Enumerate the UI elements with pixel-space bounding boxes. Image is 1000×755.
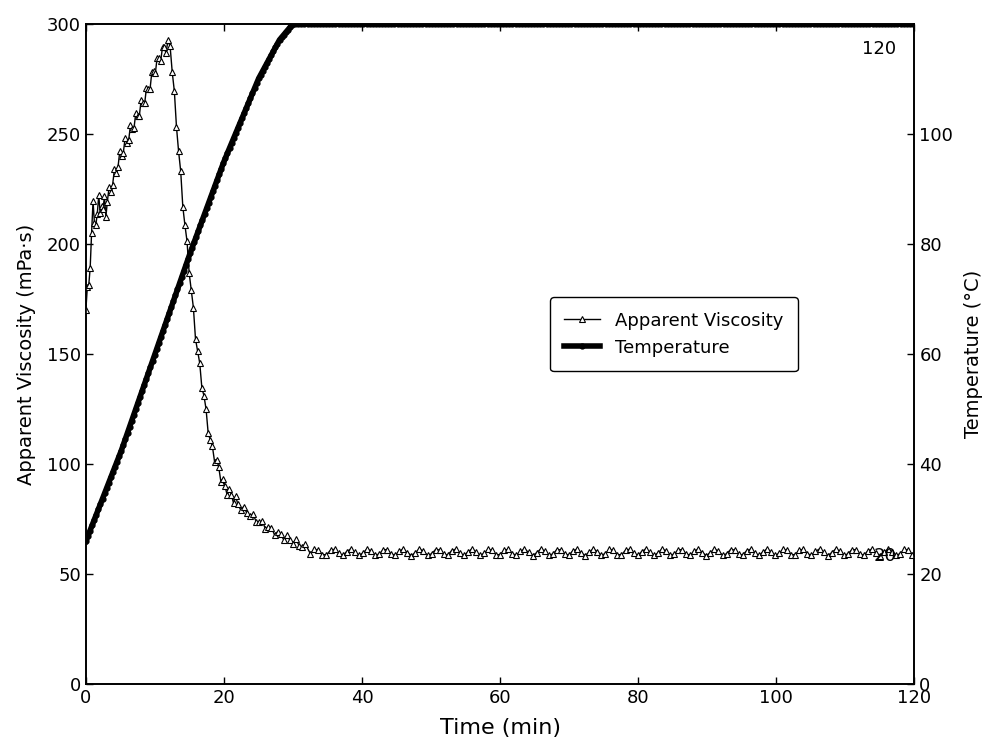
Temperature xyxy=(907,19,919,28)
Apparent Viscosity xyxy=(547,550,559,559)
Temperature xyxy=(82,532,94,541)
Apparent Viscosity xyxy=(162,35,174,45)
Apparent Viscosity xyxy=(551,545,563,554)
Temperature xyxy=(534,19,546,28)
Temperature xyxy=(289,19,301,28)
Apparent Viscosity xyxy=(405,551,417,560)
Apparent Viscosity xyxy=(241,509,253,518)
Temperature xyxy=(764,19,776,28)
Apparent Viscosity xyxy=(906,550,918,559)
Line: Temperature: Temperature xyxy=(83,21,915,544)
Legend: Apparent Viscosity, Temperature: Apparent Viscosity, Temperature xyxy=(550,297,798,371)
Y-axis label: Apparent Viscosity (mPa·s): Apparent Viscosity (mPa·s) xyxy=(17,223,36,485)
Text: 20: 20 xyxy=(874,547,896,565)
Temperature xyxy=(550,19,562,28)
Y-axis label: Temperature (°C): Temperature (°C) xyxy=(964,270,983,438)
Temperature xyxy=(823,19,835,28)
Temperature xyxy=(80,537,92,546)
Text: 120: 120 xyxy=(862,40,896,58)
Apparent Viscosity xyxy=(494,550,506,559)
Apparent Viscosity xyxy=(80,306,92,315)
X-axis label: Time (min): Time (min) xyxy=(440,718,561,738)
Temperature xyxy=(531,19,543,28)
Apparent Viscosity xyxy=(712,547,724,556)
Line: Apparent Viscosity: Apparent Viscosity xyxy=(82,37,916,559)
Apparent Viscosity xyxy=(101,198,113,207)
